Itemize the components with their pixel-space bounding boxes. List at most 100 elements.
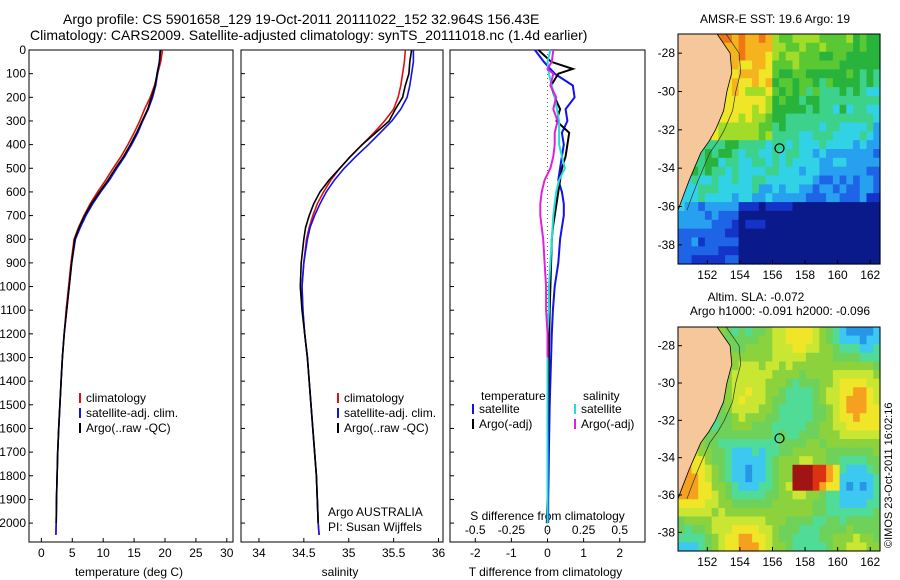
sla-cell bbox=[745, 395, 753, 406]
sla-cell bbox=[772, 413, 780, 423]
series-argo---raw--qc- bbox=[299, 49, 413, 524]
sla-cell bbox=[812, 456, 820, 466]
sst-cell bbox=[819, 157, 827, 168]
sla-cell bbox=[866, 507, 874, 518]
sst-cell bbox=[718, 210, 726, 221]
sst-cell bbox=[772, 228, 780, 238]
sla-cell bbox=[745, 499, 753, 509]
sst-cell bbox=[704, 149, 713, 159]
sla-cell bbox=[758, 482, 767, 492]
imos-credit: ©IMOS 23-Oct-2011 16:02:16 bbox=[883, 402, 895, 548]
sla-cell bbox=[718, 439, 726, 449]
sst-cell bbox=[678, 237, 686, 247]
sst-cell bbox=[805, 157, 814, 168]
sst-cell bbox=[826, 78, 834, 88]
sst-cell bbox=[725, 219, 733, 230]
sla-cell bbox=[846, 327, 854, 337]
sst-cell bbox=[819, 42, 827, 53]
sst-cell bbox=[812, 175, 820, 185]
sla-cell bbox=[698, 507, 706, 518]
sla-cell bbox=[819, 456, 827, 466]
sst-cell bbox=[779, 202, 787, 212]
sla-cell bbox=[718, 473, 726, 483]
sla-cell bbox=[826, 370, 834, 380]
sla-cell bbox=[805, 499, 814, 509]
annotation-line1: Argo AUSTRALIA bbox=[328, 505, 423, 519]
sst-cell bbox=[826, 87, 834, 97]
sla-cell bbox=[698, 516, 706, 526]
sla-cell bbox=[779, 413, 787, 423]
series-s-satellite bbox=[546, 49, 566, 524]
legend-label: satellite-adj. clim. bbox=[86, 406, 178, 420]
sst-cell bbox=[772, 202, 780, 212]
sst-map: 152 154 156 158 160 162 -28 -30 -32 -34 -36 -38 bbox=[658, 33, 881, 282]
sst-cell bbox=[859, 202, 868, 212]
legend-label: Argo(..raw -QC) bbox=[344, 421, 429, 435]
sst-cell bbox=[832, 157, 841, 168]
sst-cell bbox=[832, 140, 841, 150]
sla-cell bbox=[691, 490, 699, 500]
sst-cell bbox=[866, 228, 874, 238]
sla-cell bbox=[873, 482, 881, 492]
sst-cell bbox=[718, 228, 726, 238]
sst-cell bbox=[745, 219, 753, 230]
sst-cell bbox=[873, 113, 881, 123]
sla-cell bbox=[718, 413, 726, 423]
sst-cell bbox=[799, 166, 807, 177]
sst-cell bbox=[839, 95, 847, 106]
sla-cell bbox=[832, 542, 841, 552]
map-y-tick-label: -34 bbox=[658, 451, 676, 465]
sla-cell bbox=[684, 473, 692, 483]
sla-cell bbox=[785, 507, 793, 518]
x-axis-label: salinity bbox=[322, 565, 359, 579]
sst-cell bbox=[785, 51, 793, 62]
sla-cell bbox=[725, 490, 733, 500]
sla-cell bbox=[812, 533, 820, 543]
sst-cell bbox=[745, 255, 753, 265]
sst-cell bbox=[731, 122, 740, 132]
sla-cell bbox=[785, 456, 793, 466]
sla-cell bbox=[725, 327, 733, 337]
sla-cell bbox=[785, 525, 793, 535]
sla-cell bbox=[765, 404, 773, 414]
sst-cell bbox=[758, 246, 767, 256]
map-x-tick-label: 152 bbox=[697, 268, 717, 282]
sst-cell bbox=[711, 219, 719, 230]
sst-cell bbox=[752, 87, 760, 97]
sla-cell bbox=[731, 352, 740, 362]
sst-cell bbox=[765, 210, 773, 221]
sla-cell bbox=[745, 473, 753, 483]
sla-cell bbox=[826, 378, 834, 388]
sla-cell bbox=[859, 421, 868, 431]
sla-cell bbox=[758, 395, 767, 406]
sla-cell bbox=[772, 499, 780, 509]
sla-cell bbox=[745, 370, 753, 380]
sst-cell bbox=[853, 175, 861, 185]
sst-cell bbox=[772, 122, 780, 132]
sst-cell bbox=[758, 122, 767, 132]
sla-cell bbox=[772, 387, 780, 397]
sla-cell bbox=[846, 507, 854, 518]
sst-cell bbox=[832, 228, 841, 238]
sla-cell bbox=[792, 387, 800, 397]
sst-cell bbox=[839, 51, 847, 62]
sla-cell bbox=[832, 473, 841, 483]
map-x-tick-label: 154 bbox=[730, 268, 750, 282]
sst-cell bbox=[785, 78, 793, 88]
panel-frame bbox=[240, 49, 444, 543]
sst-cell bbox=[758, 237, 767, 247]
sst-cell bbox=[745, 193, 753, 203]
legend-label: climatology bbox=[344, 391, 404, 405]
sst-cell bbox=[758, 113, 767, 123]
sla-cell bbox=[725, 507, 733, 518]
sst-cell bbox=[839, 202, 847, 212]
sla-cell bbox=[684, 516, 692, 526]
sst-cell bbox=[873, 78, 881, 88]
sla-cell bbox=[779, 482, 787, 492]
sla-cell bbox=[866, 456, 874, 466]
sla-cell bbox=[752, 361, 760, 371]
y-tick-label: 1000 bbox=[0, 280, 26, 294]
x-tick-label: 0 bbox=[38, 546, 45, 560]
sst-cell bbox=[819, 149, 827, 159]
sst-cell bbox=[799, 184, 807, 194]
